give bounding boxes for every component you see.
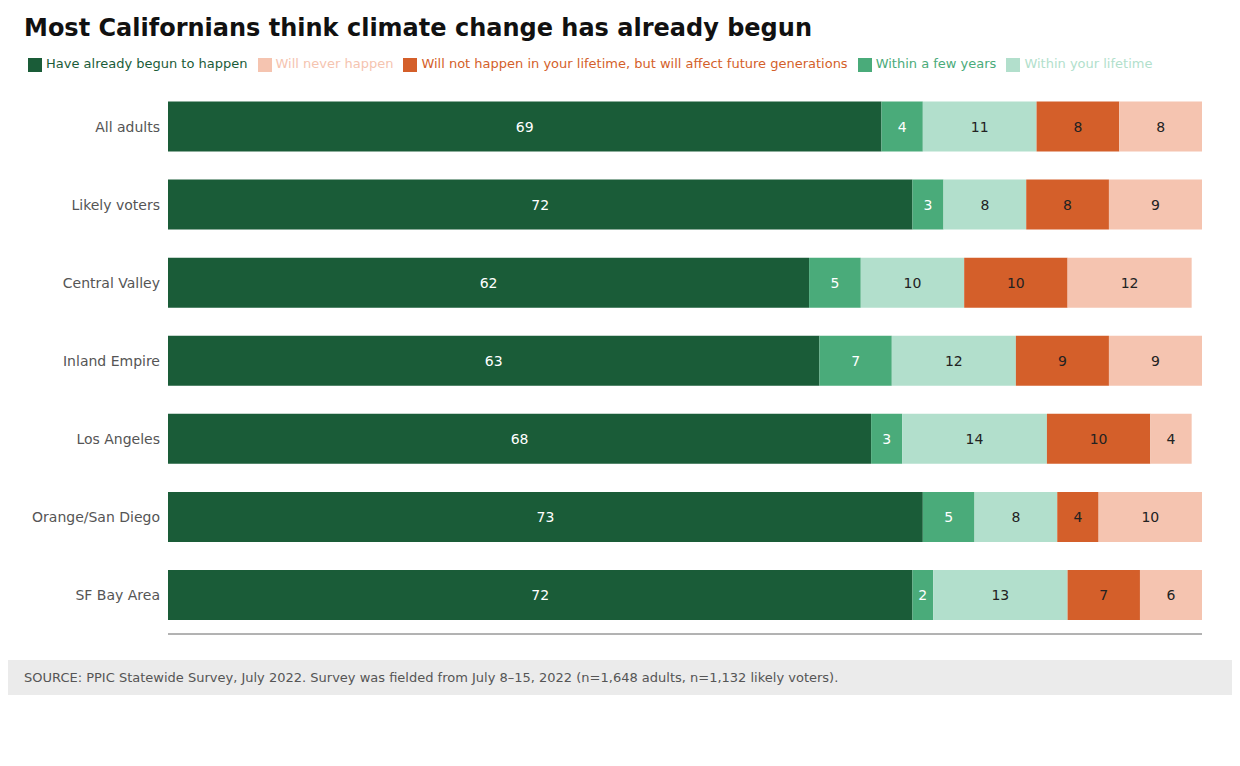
svg-text:8: 8 (980, 197, 989, 213)
html-text:Will never happen: Will never happen (275, 56, 394, 71)
svg-text:10: 10 (904, 275, 922, 291)
svg-text:8: 8 (1073, 119, 1082, 135)
svg-text:4: 4 (1167, 431, 1176, 447)
html-text:Have already begun to happen: Have already begun to happen (46, 56, 248, 71)
svg-text:Orange/San Diego: Orange/San Diego (32, 509, 160, 525)
svg-text:4: 4 (898, 119, 907, 135)
svg-text:2: 2 (918, 587, 927, 603)
svg-text:62: 62 (480, 275, 498, 291)
svg-text:72: 72 (531, 587, 549, 603)
svg-text:4: 4 (1073, 509, 1082, 525)
svg-text:10: 10 (1141, 509, 1159, 525)
svg-text:5: 5 (944, 509, 953, 525)
html-text:Will not happen in your lifeti: Will not happen in your lifetime, but wi… (421, 56, 848, 71)
html-text:Within your lifetime: Within your lifetime (1024, 56, 1153, 71)
svg-text:12: 12 (1121, 275, 1139, 291)
svg-text:Inland Empire: Inland Empire (63, 353, 160, 369)
svg-text:13: 13 (991, 587, 1009, 603)
svg-text:All adults: All adults (95, 119, 160, 135)
svg-text:73: 73 (536, 509, 554, 525)
svg-text:11: 11 (971, 119, 989, 135)
svg-text:72: 72 (531, 197, 549, 213)
svg-text:14: 14 (966, 431, 984, 447)
svg-text:8: 8 (1011, 509, 1020, 525)
svg-text:7: 7 (851, 353, 860, 369)
svg-text:Los Angeles: Los Angeles (76, 431, 160, 447)
html-text:Within a few years: Within a few years (875, 56, 997, 71)
svg-text:63: 63 (485, 353, 503, 369)
svg-text:5: 5 (830, 275, 839, 291)
svg-text:Central Valley: Central Valley (63, 275, 160, 291)
svg-text:8: 8 (1063, 197, 1072, 213)
html-text:Most Californians think climat: Most Californians think climate change h… (24, 14, 812, 42)
svg-text:9: 9 (1151, 197, 1160, 213)
svg-text:Likely voters: Likely voters (71, 197, 160, 213)
svg-text:9: 9 (1151, 353, 1160, 369)
svg-text:68: 68 (511, 431, 529, 447)
svg-text:SF Bay Area: SF Bay Area (75, 587, 160, 603)
svg-text:6: 6 (1167, 587, 1176, 603)
svg-text:8: 8 (1156, 119, 1165, 135)
svg-text:12: 12 (945, 353, 963, 369)
html-text:SOURCE: PPIC Statewide Survey,: SOURCE: PPIC Statewide Survey, July 2022… (24, 670, 839, 685)
svg-text:10: 10 (1007, 275, 1025, 291)
svg-text:3: 3 (924, 197, 933, 213)
svg-text:9: 9 (1058, 353, 1067, 369)
svg-text:7: 7 (1099, 587, 1108, 603)
svg-text:69: 69 (516, 119, 534, 135)
svg-text:3: 3 (882, 431, 891, 447)
svg-text:10: 10 (1090, 431, 1108, 447)
